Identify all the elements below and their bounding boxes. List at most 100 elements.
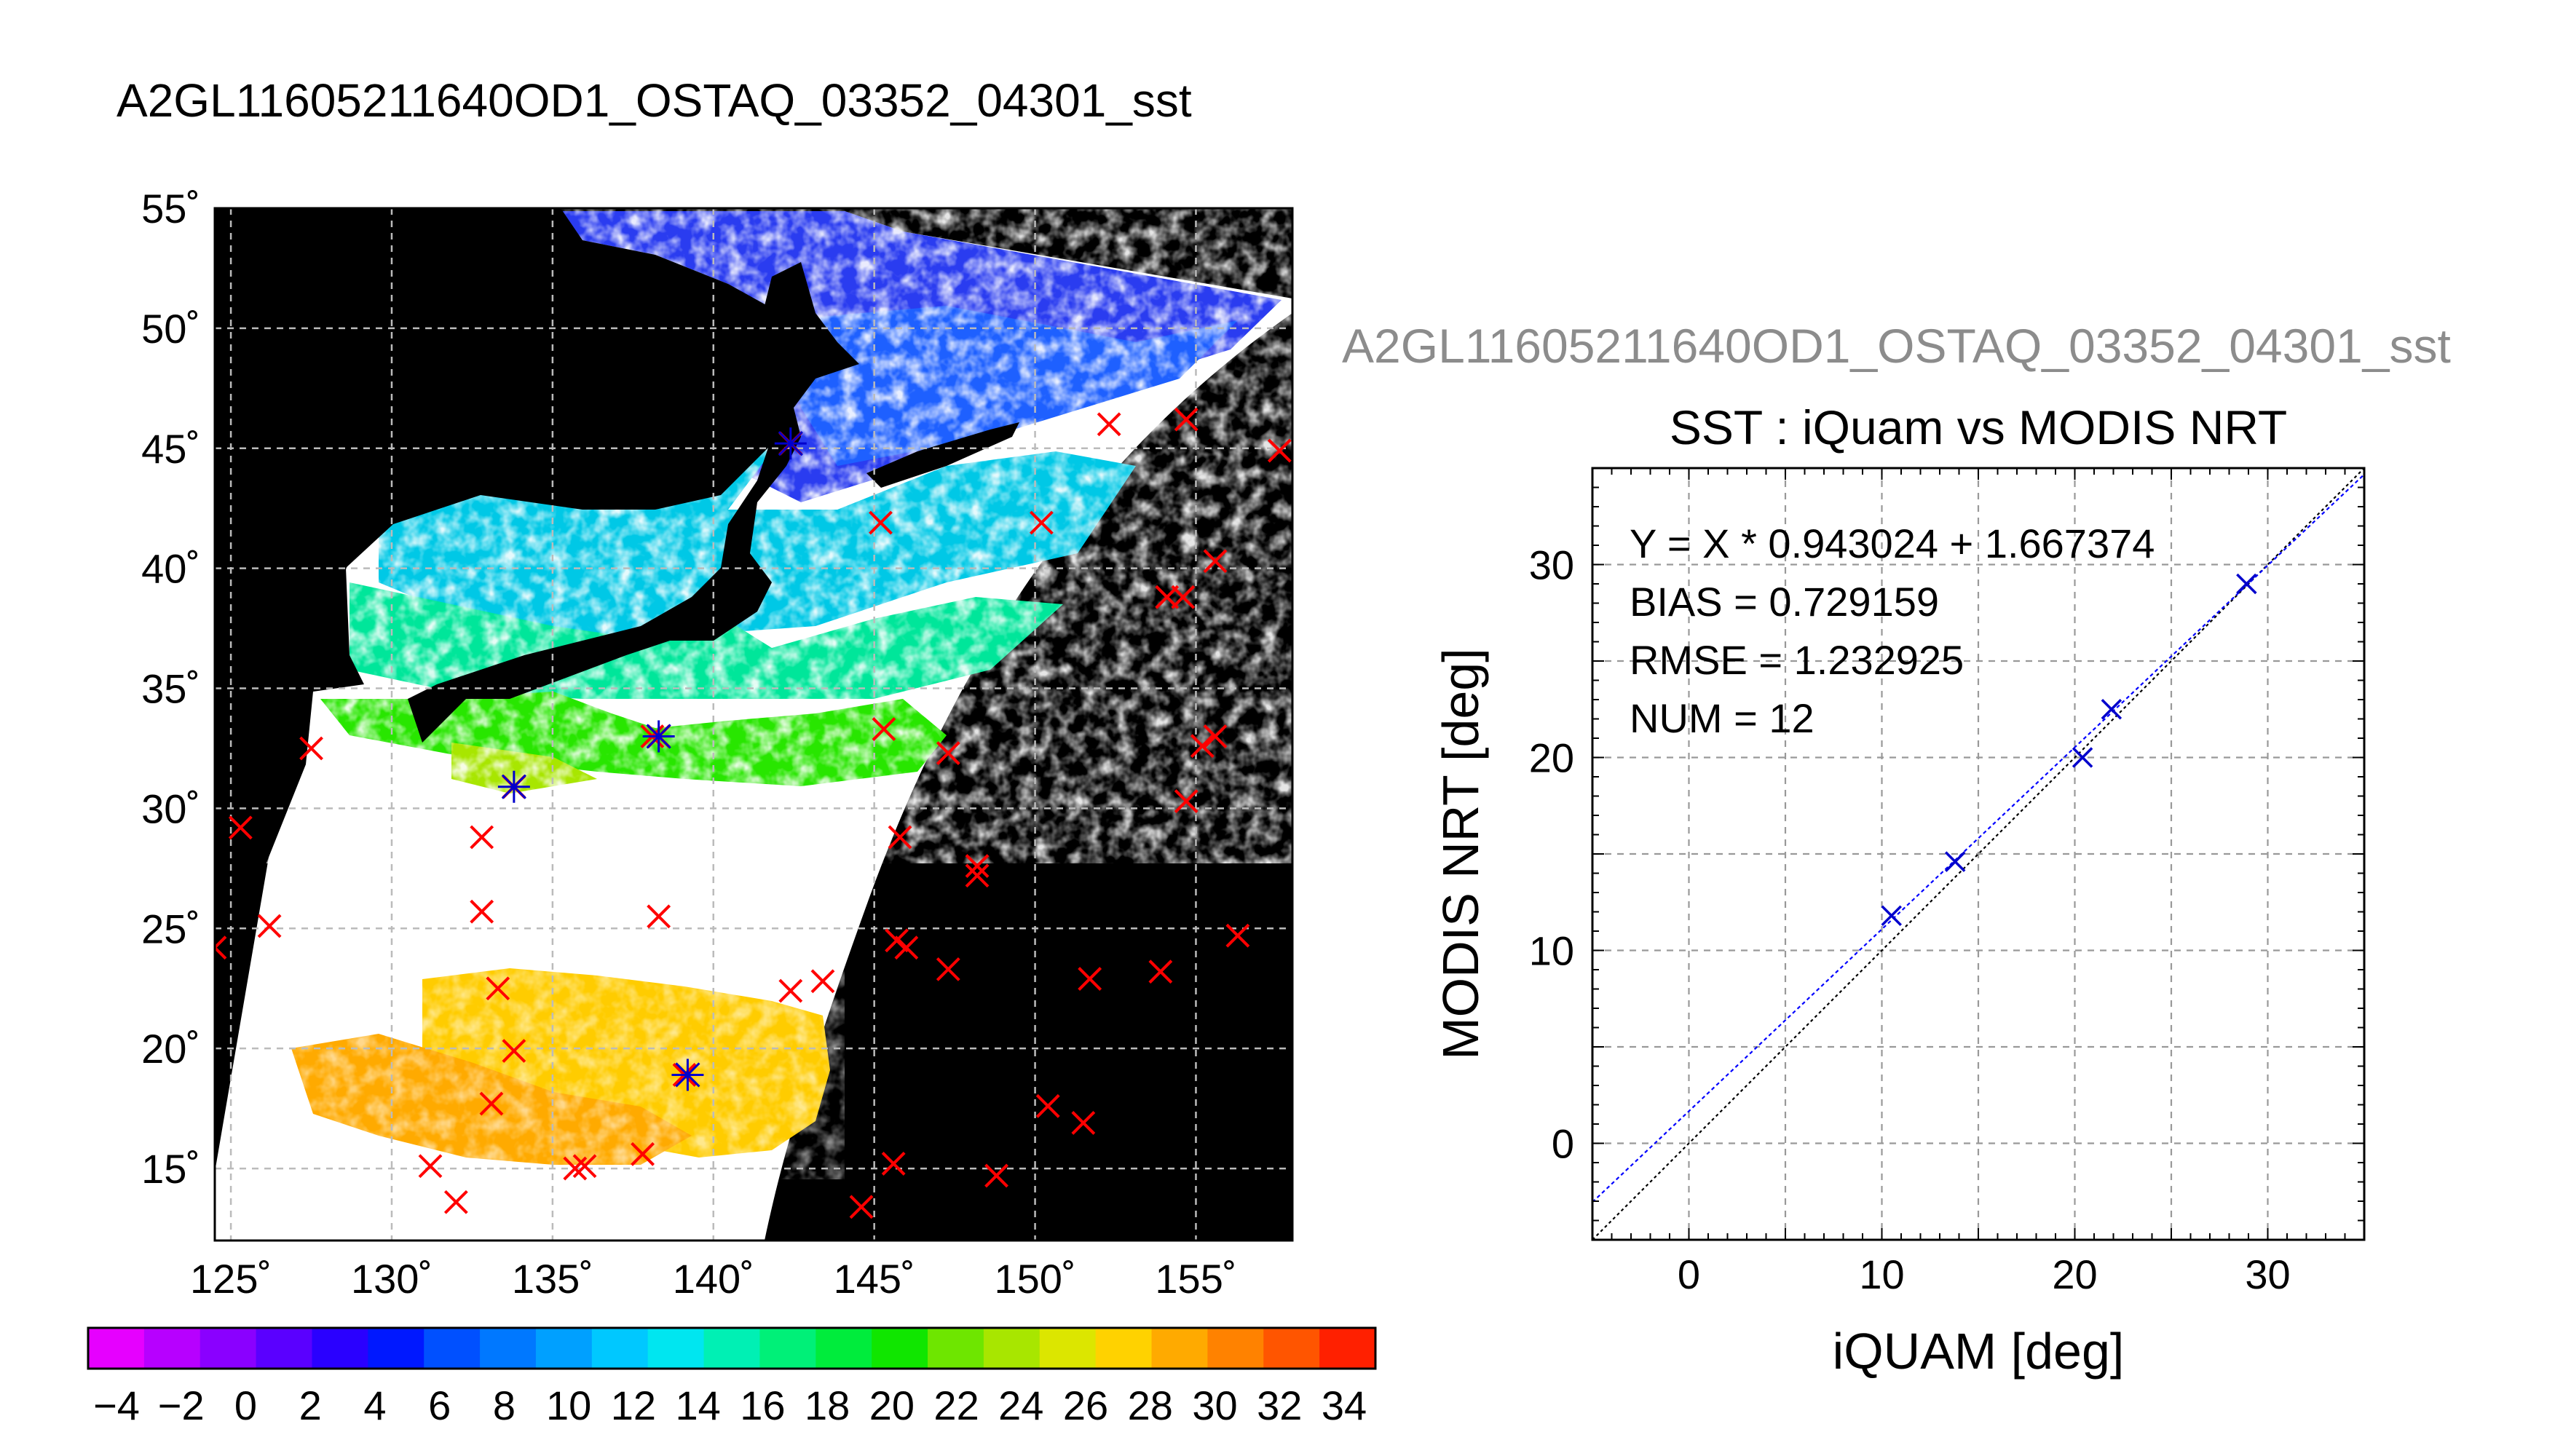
colorbar-cell xyxy=(591,1328,649,1369)
map-y-tick: 55˚ xyxy=(141,186,200,232)
colorbar-tick: −4 xyxy=(93,1382,140,1428)
buoy-marker xyxy=(418,1154,443,1179)
buoy-marker xyxy=(1071,1110,1096,1135)
map-x-tick: 145˚ xyxy=(834,1256,915,1302)
buoy-marker xyxy=(965,863,990,888)
buoy-marker xyxy=(479,1091,504,1116)
buoy-marker xyxy=(1203,724,1228,748)
scatter-annotation: BIAS = 0.729159 xyxy=(1630,579,1939,625)
scatter-x-tick-label: 20 xyxy=(2052,1251,2097,1297)
tropical-speckle xyxy=(291,968,845,1179)
map-frame xyxy=(213,207,1294,1242)
colorbar-cell xyxy=(1039,1328,1097,1369)
colorbar-cell xyxy=(256,1328,313,1369)
scatter-plot: SST : iQuam vs MODIS NRT 0 10 20 300102030 … xyxy=(1432,400,2366,1380)
map-y-tick: 40˚ xyxy=(141,546,200,592)
matchup-markers xyxy=(497,427,807,1091)
scatter-point xyxy=(1881,905,1902,927)
map-title: A2GL11605211640OD1_OSTAQ_03352_04301_sst xyxy=(117,74,1192,127)
buoy-marker xyxy=(1171,585,1196,609)
scatter-annotations: Y = X * 0.943024 + 1.667374 BIAS = 0.7291… xyxy=(1630,521,2155,741)
colorbar-tick: 8 xyxy=(493,1382,516,1428)
scatter-point xyxy=(2101,699,2122,720)
scatter-title: SST : iQuam vs MODIS NRT xyxy=(1670,400,2287,454)
scatter-y-tick-label: 0 xyxy=(1552,1121,1574,1167)
buoy-marker xyxy=(984,1163,1008,1188)
buoy-marker xyxy=(849,1195,874,1219)
colorbar-tick: 12 xyxy=(611,1382,656,1428)
map-y-tick: 25˚ xyxy=(141,906,200,951)
scatter-points xyxy=(1881,573,2257,927)
scatter-point xyxy=(2072,747,2093,768)
buoy-marker xyxy=(228,815,253,840)
buoy-marker xyxy=(894,935,919,960)
colorbar-cell xyxy=(312,1328,368,1369)
scatter-point xyxy=(1944,851,1966,872)
buoy-marker xyxy=(1174,789,1198,813)
scatter-x-tick-label: 30 xyxy=(2245,1251,2290,1297)
buoy-marker xyxy=(936,741,960,765)
buoy-marker xyxy=(1097,412,1121,437)
colorbar-tick: 20 xyxy=(869,1382,915,1428)
colorbar-tick: −2 xyxy=(158,1382,205,1428)
buoy-marker xyxy=(1029,510,1054,535)
colorbar-tick: 14 xyxy=(675,1382,720,1428)
colorbar-cell xyxy=(88,1328,145,1369)
colorbar-tick: 18 xyxy=(805,1382,850,1428)
land-japan xyxy=(408,262,859,743)
buoy-marker xyxy=(486,976,510,1001)
colorbar-tick: 16 xyxy=(740,1382,785,1428)
matchup-marker-cross xyxy=(778,431,803,456)
buoy-marker xyxy=(502,1039,526,1063)
colorbar-tick: 34 xyxy=(1322,1382,1367,1428)
map-x-tick: 125˚ xyxy=(190,1256,272,1302)
colorbar-tick: 2 xyxy=(299,1382,322,1428)
buoy-marker xyxy=(885,928,909,953)
map-y-tick: 50˚ xyxy=(141,306,200,352)
colorbar-cell xyxy=(200,1328,257,1369)
colorbar-cell xyxy=(1319,1328,1376,1369)
scatter-annotation: NUM = 12 xyxy=(1630,695,1814,741)
scatter-ylabel: MODIS NRT [deg] xyxy=(1432,648,1489,1059)
colorbar-tick: 22 xyxy=(933,1382,979,1428)
buoy-marker xyxy=(299,736,323,761)
colorbar-cell xyxy=(816,1328,872,1369)
colorbar-cell xyxy=(983,1328,1040,1369)
map-y-tick: 35˚ xyxy=(141,666,200,712)
colorbar-cell xyxy=(872,1328,928,1369)
buoy-marker xyxy=(810,969,835,994)
buoy-marker xyxy=(1190,734,1215,759)
colorbar-tick: 26 xyxy=(1063,1382,1108,1428)
land-continent xyxy=(215,208,794,917)
map-x-tick: 140˚ xyxy=(673,1256,754,1302)
one-to-one-line xyxy=(1592,468,2364,1240)
colorbar-tick: 24 xyxy=(998,1382,1043,1428)
buoy-marker xyxy=(443,1190,468,1214)
map-grid xyxy=(215,208,1292,1241)
buoy-marker xyxy=(1203,549,1228,574)
matchup-marker-cross xyxy=(501,774,526,799)
scatter-suptitle: A2GL11605211640OD1_OSTAQ_03352_04301_sst xyxy=(1342,319,2451,373)
map-y-tick: 30˚ xyxy=(141,786,200,831)
colorbar-cell xyxy=(143,1328,201,1369)
scatter-xlabel: iQUAM [deg] xyxy=(1833,1323,2125,1380)
matchup-marker xyxy=(642,720,675,753)
buoy-marker xyxy=(470,825,494,850)
map-x-tick: 155˚ xyxy=(1155,1256,1236,1302)
buoy-marker xyxy=(215,935,227,960)
matchup-marker-cross xyxy=(675,1062,700,1088)
colorbar-tick: 6 xyxy=(428,1382,451,1428)
colorbar-cell xyxy=(928,1328,984,1369)
map-y-tick: 20˚ xyxy=(141,1026,200,1072)
buoy-marker xyxy=(1267,438,1292,463)
colorbar-tick: 4 xyxy=(363,1382,386,1428)
buoy-marker xyxy=(936,957,960,981)
scatter-y-tick-label: 30 xyxy=(1529,542,1574,588)
colorbar-tick: 10 xyxy=(546,1382,591,1428)
colorbar-tick: 0 xyxy=(234,1382,257,1428)
colorbar-cell xyxy=(647,1328,705,1369)
matchup-marker xyxy=(497,770,530,803)
map-x-tick-labels: 125˚ 130˚ 135˚ 140˚ 145˚ 150˚ 155˚ xyxy=(190,1256,1236,1302)
matchup-marker xyxy=(774,427,807,460)
